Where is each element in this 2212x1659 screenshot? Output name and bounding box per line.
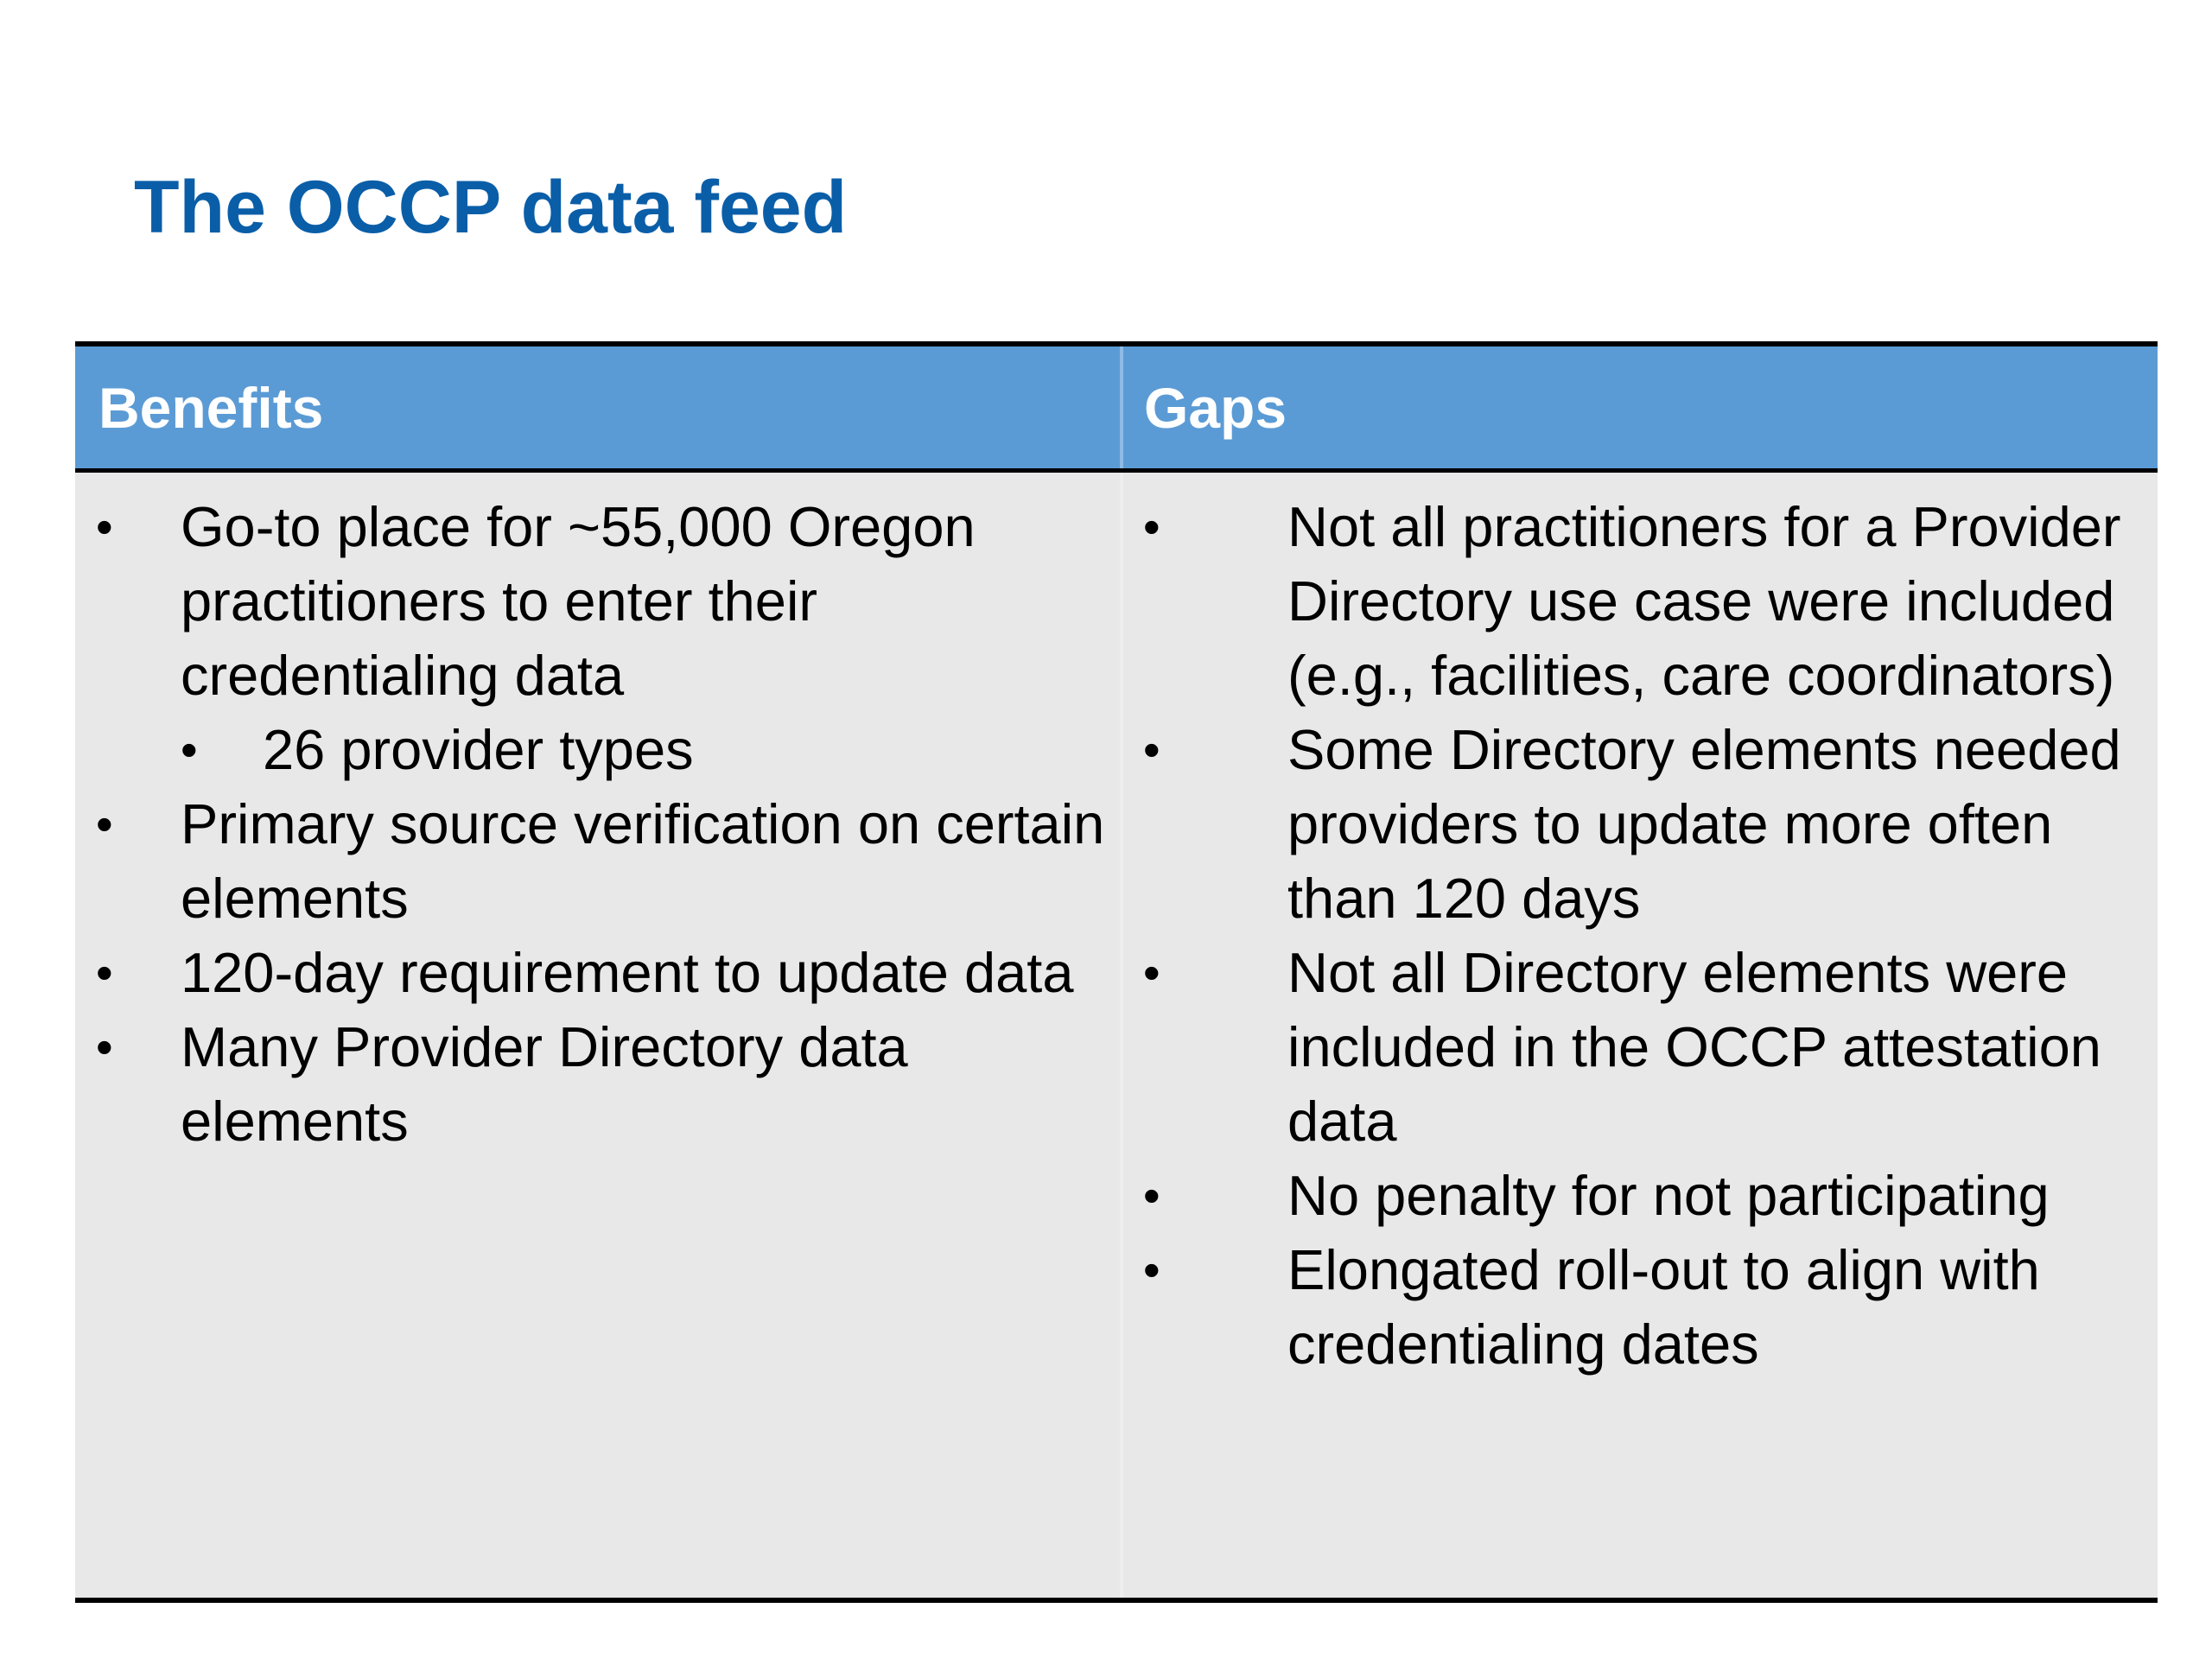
benefit-item: • Many Provider Directory data elements <box>75 1010 1120 1159</box>
bullet-icon: • <box>96 499 113 554</box>
benefits-gaps-table: Benefits Gaps • Go-to place for ~55,000 … <box>75 341 2158 1603</box>
table-header-row: Benefits Gaps <box>75 346 2158 473</box>
benefit-sub-item: • 26 provider types <box>181 713 1120 787</box>
gaps-list: • Not all practitioners for a Provider D… <box>1123 490 2158 1382</box>
header-benefits: Benefits <box>99 375 324 440</box>
gap-text: Elongated roll-out to align with credent… <box>1287 1238 2040 1376</box>
header-gaps: Gaps <box>1144 375 1287 440</box>
gap-item: • Not all practitioners for a Provider D… <box>1123 490 2158 713</box>
bullet-icon: • <box>1143 722 1160 777</box>
slide-title: The OCCP data feed <box>134 166 848 249</box>
benefit-text: Go-to place for ~55,000 Oregon practitio… <box>181 495 976 707</box>
bullet-icon: • <box>1143 1243 1160 1297</box>
bullet-icon: • <box>96 797 113 851</box>
gap-item: • Elongated roll-out to align with crede… <box>1123 1233 2158 1382</box>
bullet-icon: • <box>96 945 113 1000</box>
benefit-text: Primary source verification on certain e… <box>181 792 1105 930</box>
gap-item: • No penalty for not participating <box>1123 1159 2158 1233</box>
benefit-text: Many Provider Directory data elements <box>181 1015 908 1153</box>
benefit-item: • 120-day requirement to update data <box>75 936 1120 1010</box>
gap-text: Some Directory elements needed providers… <box>1287 718 2121 930</box>
column-divider <box>1120 346 1123 468</box>
bullet-icon: • <box>96 1020 113 1074</box>
column-divider <box>1120 473 1123 1598</box>
benefit-item: • Go-to place for ~55,000 Oregon practit… <box>75 490 1120 787</box>
gap-item: • Not all Directory elements were includ… <box>1123 936 2158 1159</box>
benefit-sub-text: 26 provider types <box>263 718 694 781</box>
benefits-list: • Go-to place for ~55,000 Oregon practit… <box>75 490 1120 1159</box>
bullet-icon: • <box>181 722 198 777</box>
benefit-item: • Primary source verification on certain… <box>75 787 1120 936</box>
gap-text: Not all practitioners for a Provider Dir… <box>1287 495 2121 707</box>
gap-text: Not all Directory elements were included… <box>1287 941 2101 1153</box>
bullet-icon: • <box>1143 499 1160 554</box>
benefit-text: 120-day requirement to update data <box>181 941 1074 1004</box>
bullet-icon: • <box>1143 945 1160 1000</box>
benefit-sub-list: • 26 provider types <box>181 713 1120 787</box>
gap-item: • Some Directory elements needed provide… <box>1123 713 2158 936</box>
table-body-row: • Go-to place for ~55,000 Oregon practit… <box>75 473 2158 1598</box>
bullet-icon: • <box>1143 1168 1160 1223</box>
gap-text: No penalty for not participating <box>1287 1164 2050 1227</box>
